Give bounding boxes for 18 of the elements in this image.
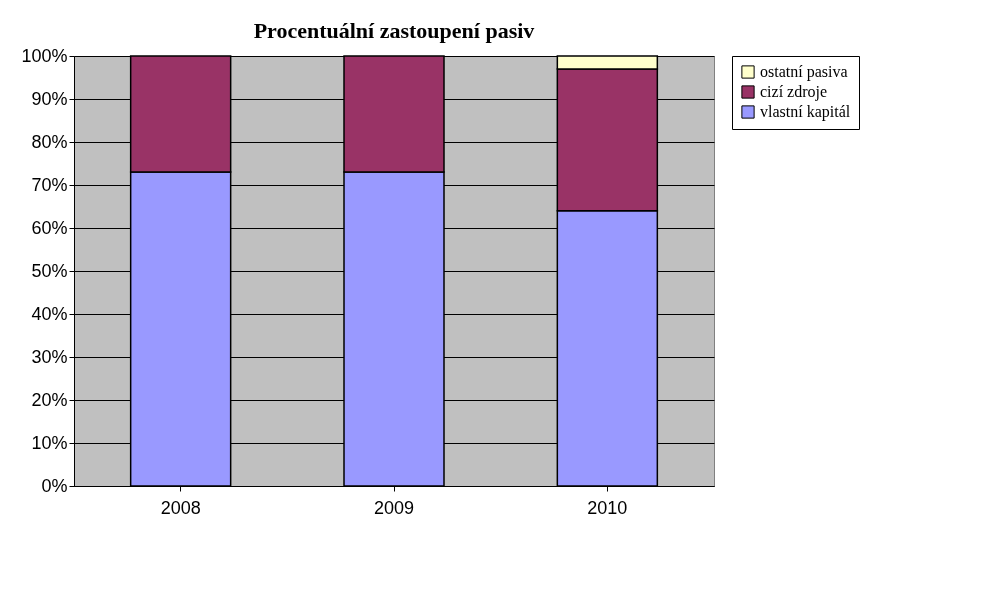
- y-tick-label: 80%: [31, 131, 68, 152]
- y-tick-label: 40%: [31, 303, 68, 324]
- legend-label: cizí zdroje: [760, 83, 828, 101]
- y-tick-label: 20%: [31, 389, 68, 410]
- legend-label: ostatní pasiva: [760, 63, 848, 81]
- y-tick-label: 30%: [31, 346, 68, 367]
- y-tick-label: 10%: [31, 432, 68, 453]
- y-tick-label: 0%: [41, 475, 68, 496]
- y-tick-label: 90%: [31, 88, 68, 109]
- x-tick-label: 2008: [160, 497, 201, 518]
- x-tick-label: 2010: [587, 497, 628, 518]
- chart-title: Procentuální zastoupení pasiv: [253, 18, 535, 43]
- y-tick-label: 60%: [31, 217, 68, 238]
- y-tick-label: 100%: [21, 45, 68, 66]
- x-tick-label: 2009: [373, 497, 415, 518]
- legend-label: vlastní kapitál: [760, 103, 851, 121]
- y-tick-label: 50%: [31, 260, 68, 281]
- y-tick-label: 70%: [31, 174, 68, 195]
